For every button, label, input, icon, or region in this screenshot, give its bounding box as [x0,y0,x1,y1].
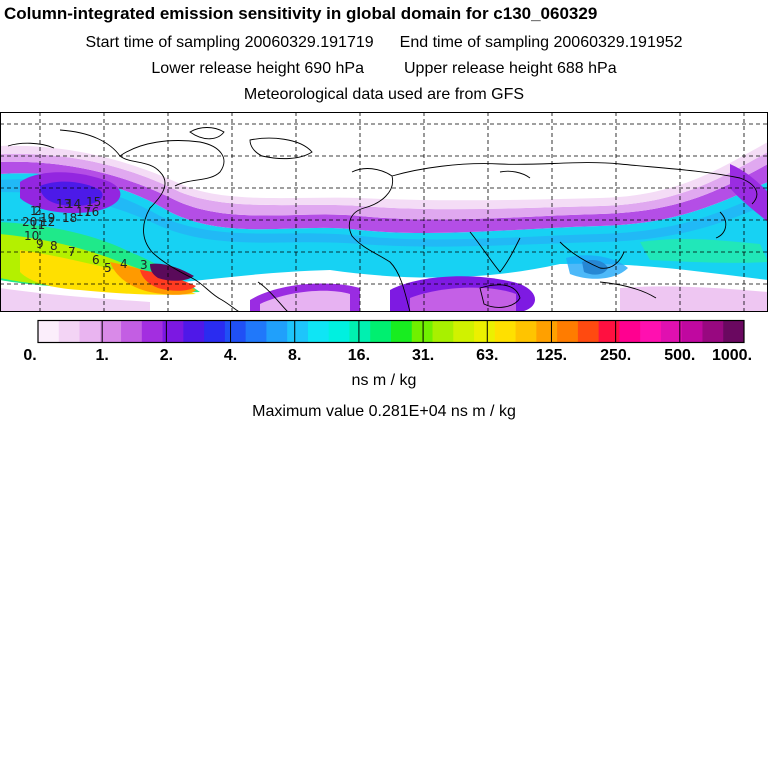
colorbar-tick-label: 4. [224,347,237,364]
colorbar-tick-label: 63. [476,347,498,364]
colorbar-swatch [58,320,81,343]
track-marker: 12 [40,215,55,229]
colorbar-swatch [515,320,537,343]
plot-title: Column-integrated emission sensitivity i… [4,4,598,23]
colorbar-swatch [38,320,60,343]
colorbar-swatch [577,320,600,343]
sensitivity-field [0,142,768,312]
track-marker: 1 [30,204,38,218]
colorbar-tick-label: 125. [536,347,567,364]
colorbar-tick-label: 8. [288,347,301,364]
colorbar-swatch [370,320,392,343]
colorbar-swatch [391,320,413,343]
colorbar-dividers [101,320,681,343]
colorbar-swatch [702,320,724,343]
colorbar-swatch [79,320,101,343]
colorbar-swatch [640,320,662,343]
colorbar-swatch [287,320,309,343]
track-marker: 14 [66,197,81,211]
colorbar-swatch [204,320,226,343]
track-marker: 16 [84,205,99,219]
colorbar-tick-label: 16. [348,347,370,364]
colorbar-swatch [660,320,683,343]
track-marker: 17 [76,205,91,219]
colorbar-unit-label: ns m / kg [351,372,417,389]
colorbar-tick-label: 2. [160,347,173,364]
colorbar-tick-label: 1. [96,347,109,364]
colorbar-swatch [121,320,143,343]
colorbar-swatch [557,320,579,343]
colorbar-swatch [723,320,745,343]
end-time-text: End time of sampling 20060329.191952 [399,34,683,51]
max-value-text: Maximum value 0.281E+04 ns m / kg [252,403,516,420]
track-marker: 11 [30,218,45,232]
lower-height-text: Lower release height 690 hPa [151,60,364,77]
colorbar-swatch [100,320,122,343]
colorbar-swatch [432,320,454,343]
track-marker: 8 [50,239,58,253]
colorbar-swatch [307,320,330,343]
colorbar-swatch [619,320,641,343]
track-marker: 15 [86,195,101,209]
track-marker: 6 [92,253,100,267]
start-time-text: Start time of sampling 20060329.191719 [85,34,374,51]
colorbar-frame [37,319,745,344]
track-marker: 5 [104,261,112,275]
colorbar-swatch [681,320,703,343]
release-heights-row: Lower release height 690 hPa Upper releas… [0,60,768,78]
sampling-times-row: Start time of sampling 20060329.191719 En… [0,34,768,52]
colorbar-swatch [141,320,164,343]
colorbar-swatch [474,320,496,343]
colorbar-swatch [536,320,558,343]
colorbar-swatch [349,320,371,343]
track-marker: 20 [22,215,37,229]
track-marker: 10 [24,229,39,243]
colorbar-swatch [598,320,620,343]
track-marker: 18 [62,211,77,225]
colorbar-swatch [224,320,247,343]
colorbar-swatch [411,320,434,343]
colorbar-tick-label: 500. [664,347,695,364]
colorbar-tick-label: 31. [412,347,434,364]
colorbar-swatch [162,320,184,343]
colorbar: 0. 1. 2. 4. 8. 16. 31. 63. 125. 250. 500. 1000. [23,319,752,364]
track-marker: 4 [120,257,128,271]
track-marker: 2 [34,204,42,218]
lat-lon-grid [0,112,768,312]
colorbar-tick-labels: 0. 1. 2. 4. 8. 16. 31. 63. 125. 250. 500. 1000. [23,347,752,364]
colorbar-swatch [266,320,288,343]
upper-height-text: Upper release height 688 hPa [404,60,617,77]
track-marker: 19 [40,211,55,225]
colorbar-swatch [494,320,517,343]
track-marker: 3 [140,258,148,272]
track-marker: 13 [56,197,71,211]
colorbar-tick-label: 0. [23,347,36,364]
colorbar-swatch [183,320,205,343]
colorbar-swatches [38,320,745,343]
colorbar-swatch [328,320,350,343]
colorbar-swatch [245,320,267,343]
colorbar-swatch [453,320,475,343]
track-marker: 9 [36,237,44,251]
met-data-text: Meteorological data used are from GFS [243,86,525,103]
colorbar-tick-label: 1000. [712,347,752,364]
colorbar-tick-label: 250. [600,347,631,364]
track-marker: 7 [68,245,76,259]
